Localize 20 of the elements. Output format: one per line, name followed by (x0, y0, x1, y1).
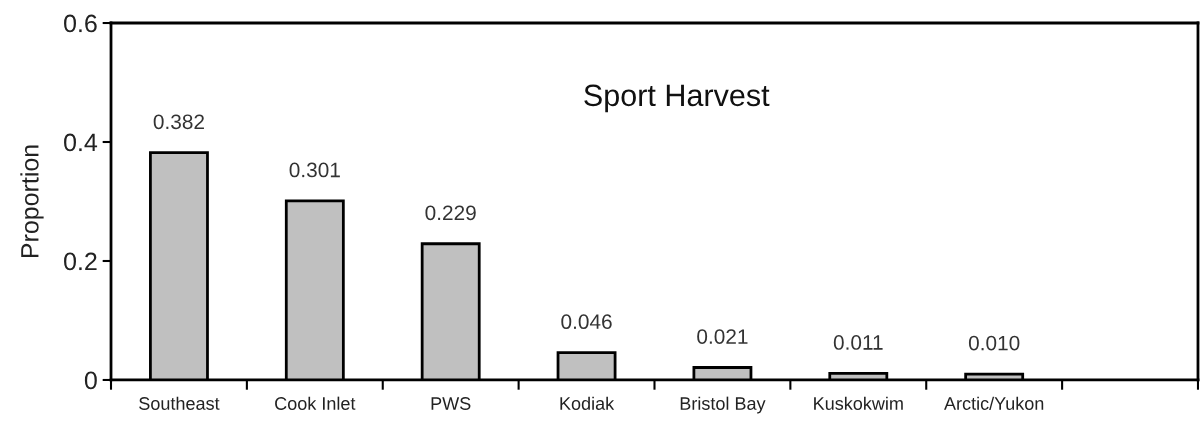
data-label: 0.021 (697, 329, 748, 344)
x-tick-label: Cook Inlet (275, 396, 356, 410)
y-tick-label: 0.6 (64, 14, 97, 33)
x-tick-label: Arctic/Yukon (944, 396, 1044, 410)
data-label: 0.046 (561, 314, 612, 330)
data-label: 0.011 (833, 335, 883, 350)
y-tick-label: 0.4 (64, 133, 98, 152)
x-tick-label: Kodiak (560, 396, 615, 410)
x-tick-label: Bristol Bay (680, 396, 766, 414)
data-label: 0.301 (289, 162, 340, 178)
y-tick-label: 0.2 (64, 252, 97, 271)
x-tick-label: PWS (431, 397, 471, 410)
y-tick-label: 0 (84, 371, 97, 390)
text: Sport Harvest (584, 84, 770, 113)
x-tick-label: Kuskokwim (814, 396, 903, 410)
x-tick-label: Southeast (139, 396, 220, 410)
data-label: 0.229 (425, 205, 476, 221)
data-label: 0.010 (968, 335, 1020, 351)
data-label: 0.382 (153, 114, 204, 130)
y-axis-title: Proportion (20, 145, 44, 258)
